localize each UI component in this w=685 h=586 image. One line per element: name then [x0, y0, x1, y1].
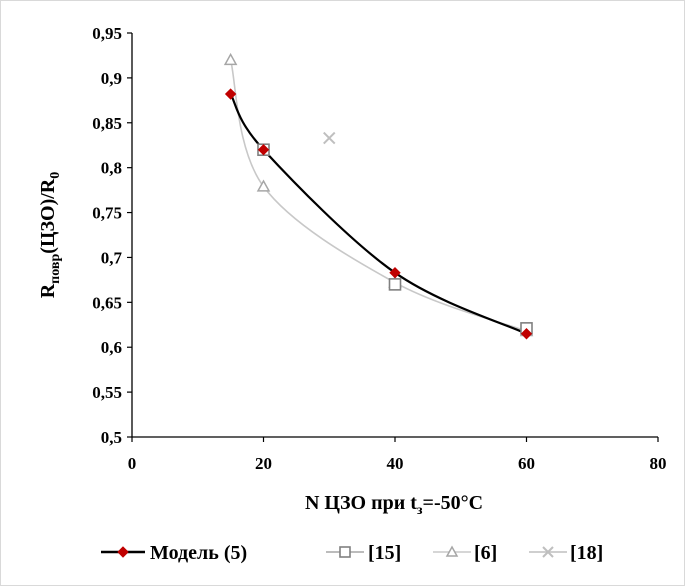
x-tick-label: 40: [387, 454, 404, 473]
legend-marker: [542, 546, 554, 558]
x-axis-title: N ЦЗО при tз=-50°C: [305, 492, 483, 518]
x-tick-label: 80: [650, 454, 667, 473]
legend-item: [18]: [529, 542, 603, 564]
data-point-series-0: [389, 266, 401, 279]
y-tick-label: 0,9: [101, 69, 122, 88]
data-point-series-2: [223, 52, 238, 66]
legend-item: [6]: [433, 542, 497, 564]
cross-stroke: [323, 131, 336, 145]
data-point-series-0: [520, 328, 533, 340]
legend-marker: [445, 545, 459, 557]
data-point-series-3: [323, 131, 336, 145]
y-axis-title: Rповр(ЦЗО)/R0: [37, 172, 63, 299]
data-point-series-0: [257, 144, 270, 156]
legend-item: Модель (5): [101, 542, 247, 564]
y-tick-label: 0,55: [92, 383, 122, 402]
data-point-series-0: [224, 88, 237, 100]
series-line-2: [229, 59, 527, 332]
y-tick-label: 0,8: [101, 159, 122, 178]
axes: [127, 32, 659, 442]
y-tick-label: 0,7: [101, 248, 123, 267]
y-tick-label: 0,75: [92, 204, 122, 223]
series-line-0: [229, 93, 527, 335]
x-tick-label: 20: [255, 454, 272, 473]
legend-label: [15]: [368, 542, 401, 564]
legend-marker: [117, 546, 129, 558]
legend: Модель (5) [15] [6] [18]: [101, 542, 603, 564]
tick-labels: 0,5 0,55 0,6 0,65 0,7 0,75 0,8 0,85 0,9 0,95 0 20 40…: [92, 24, 666, 473]
legend-item: [15]: [326, 542, 401, 564]
y-tick-label: 0,95: [92, 24, 122, 43]
y-tick-label: 0,6: [101, 338, 122, 357]
data-point-series-1: [388, 278, 402, 291]
y-tick-label: 0,85: [92, 114, 122, 133]
legend-label: Модель (5): [150, 542, 247, 564]
cross-stroke: [542, 546, 554, 558]
legend-label: [18]: [570, 542, 603, 564]
x-tick-label: 60: [518, 454, 535, 473]
y-tick-label: 0,5: [101, 428, 122, 447]
legend-marker: [339, 546, 351, 558]
series-markers: [223, 52, 534, 340]
legend-label: [6]: [474, 542, 497, 564]
series-lines: [229, 59, 527, 335]
data-point-series-2: [256, 179, 271, 192]
x-tick-label: 0: [128, 454, 137, 473]
y-tick-label: 0,65: [92, 293, 122, 312]
